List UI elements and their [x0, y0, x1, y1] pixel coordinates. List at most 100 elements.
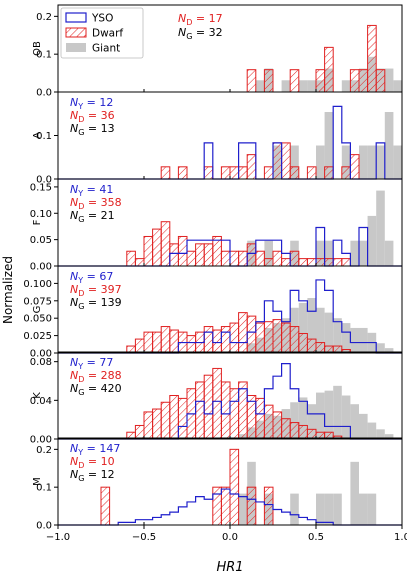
y-tick-label: 0.0 — [36, 175, 52, 186]
dwarf-bar — [306, 258, 317, 267]
y-tick-label: 0.0 — [36, 521, 52, 532]
panel-label: G — [32, 306, 43, 314]
dwarf-bar — [186, 250, 197, 267]
giant-bar — [324, 312, 334, 353]
dwarf-bar — [229, 166, 240, 180]
giant-bar — [333, 385, 342, 439]
y-tick-label: 0.05 — [30, 235, 52, 246]
giant-bar — [333, 318, 342, 353]
dwarf-bar — [177, 397, 188, 440]
dwarf-bar — [324, 46, 334, 93]
dwarf-bar — [246, 69, 257, 93]
dwarf-bar — [169, 329, 179, 354]
giant-bar — [350, 461, 359, 525]
giant-bar — [359, 413, 368, 439]
count-annotation: ND = 10 — [70, 455, 115, 470]
dwarf-bar — [169, 243, 179, 267]
count-annotation: NY = 77 — [70, 356, 113, 371]
dwarf-bar — [134, 338, 145, 354]
dwarf-bar — [220, 486, 231, 526]
dwarf-bar — [298, 333, 308, 354]
giant-bar — [359, 145, 368, 179]
dwarf-bar — [203, 166, 214, 180]
dwarf-bar — [203, 326, 214, 354]
giant-bar — [324, 390, 334, 439]
count-annotation: NG = 420 — [70, 382, 122, 397]
dwarf-bar — [315, 258, 326, 267]
dwarf-bar — [195, 243, 205, 267]
dwarf-bar — [212, 235, 222, 267]
dwarf-bar — [238, 250, 248, 267]
dwarf-bar — [126, 250, 136, 267]
y-tick-label: 0.08 — [30, 357, 52, 368]
y-tick-label: 0.00 — [30, 262, 52, 273]
dwarf-bar — [169, 395, 179, 440]
count-annotation: NY = 41 — [70, 183, 113, 198]
panel-label: K — [32, 392, 43, 399]
giant-bar — [384, 348, 394, 353]
y-tick-label: 0.00 — [30, 435, 52, 446]
y-tick-label: 0.10 — [30, 209, 52, 220]
count-annotation: ND = 17 — [178, 12, 223, 27]
dwarf-bar — [246, 486, 257, 526]
dwarf-bar — [341, 258, 351, 267]
giant-bar — [316, 240, 325, 266]
giant-bar — [290, 493, 299, 525]
giant-bar — [307, 404, 316, 439]
y-tick-label: 0.1 — [36, 50, 52, 61]
dwarf-bar — [263, 258, 274, 267]
x-tick-label: 1.0 — [394, 532, 407, 543]
dwarf-bar — [177, 235, 188, 267]
dwarf-bar — [289, 250, 300, 267]
y-tick-label: 0.075 — [23, 296, 52, 307]
giant-bar — [393, 145, 402, 179]
giant-bar — [333, 493, 342, 525]
giant-bar — [316, 392, 325, 439]
dwarf-bar — [152, 331, 162, 354]
giant-bar — [367, 493, 377, 525]
giant-bar — [238, 493, 248, 525]
giant-bar — [350, 240, 359, 266]
y-axis-label: Normalized — [1, 256, 15, 324]
dwarf-bar — [246, 154, 257, 180]
dwarf-bar — [238, 312, 248, 354]
dwarf-bar — [160, 166, 171, 180]
dwarf-bar — [255, 250, 265, 267]
dwarf-bar — [229, 388, 240, 440]
legend-label: YSO — [91, 13, 113, 25]
giant-bar — [264, 240, 273, 266]
count-annotation: NY = 67 — [70, 270, 113, 285]
dwarf-bar — [160, 326, 171, 354]
dwarf-bar — [263, 166, 274, 180]
dwarf-bar — [289, 69, 300, 93]
giant-bar — [341, 145, 351, 179]
dwarf-bar — [220, 250, 231, 267]
giant-bar — [393, 80, 402, 92]
dwarf-bar — [238, 381, 248, 440]
panel-label: M — [32, 477, 43, 486]
dwarf-bar — [229, 250, 240, 267]
count-annotation: NG = 13 — [70, 122, 115, 137]
dwarf-bar — [281, 258, 291, 267]
count-annotation: ND = 36 — [70, 109, 115, 124]
dwarf-bar — [324, 166, 334, 180]
dwarf-bar — [358, 69, 369, 93]
y-tick-label: 0.100 — [23, 279, 52, 290]
giant-bar — [384, 434, 394, 439]
x-tick-label: 0.5 — [308, 532, 324, 543]
giant-bar — [359, 493, 368, 525]
dwarf-bar — [160, 221, 171, 267]
dwarf-bar — [263, 404, 274, 440]
giant-bar — [324, 493, 334, 525]
dwarf-bar — [212, 329, 222, 354]
panel-label: A — [32, 132, 43, 139]
dwarf-bar — [306, 166, 317, 180]
giant-bar — [384, 68, 394, 92]
legend-label: Dwarf — [92, 28, 123, 40]
